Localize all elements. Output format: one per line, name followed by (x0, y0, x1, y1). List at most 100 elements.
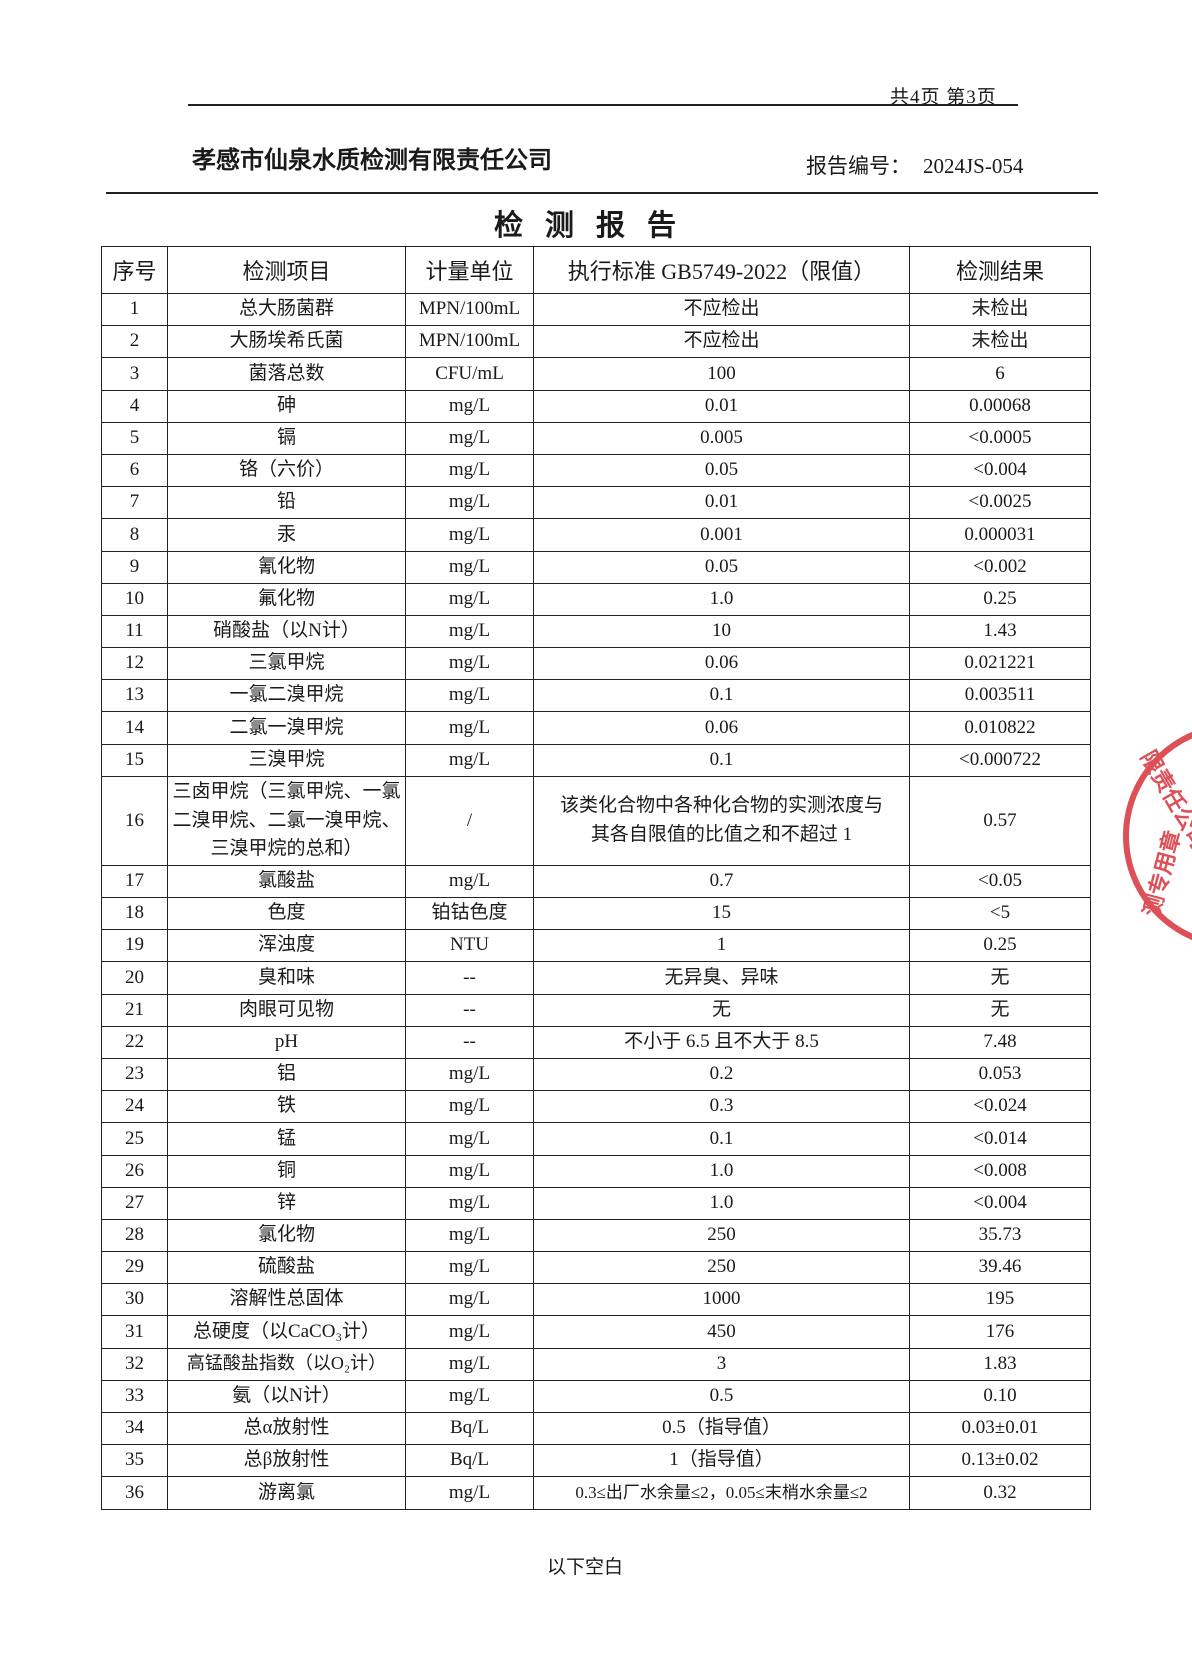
cell-item: 氯化物 (167, 1218, 406, 1253)
cell-unit: mg/L (405, 1315, 534, 1349)
cell-standard: 无异臭、异味 (533, 961, 910, 995)
cell-standard: 450 (533, 1315, 910, 1349)
cell-item: 臭和味 (167, 961, 406, 995)
cell-seq: 14 (101, 711, 168, 745)
table-row: 27 锌 mg/L 1.0 <0.004 (101, 1186, 1091, 1220)
cell-item: 一氯二溴甲烷 (167, 679, 406, 713)
page-title: 检测报告 (493, 208, 698, 242)
cell-standard: 0.5（指导值） (533, 1411, 910, 1446)
cell-unit: mg/L (405, 1476, 534, 1510)
cell-unit: Bq/L (405, 1444, 534, 1478)
table-row: 3 菌落总数 CFU/mL 100 6 (101, 357, 1091, 391)
cell-item: 铝 (167, 1057, 406, 1092)
table-row: 2 大肠埃希氏菌 MPN/100mL 不应检出 未检出 (101, 325, 1091, 359)
cell-seq: 23 (101, 1057, 168, 1092)
cell-standard: 100 (533, 357, 910, 391)
page-indicator: 共4页 第3页 (890, 87, 997, 108)
cell-result: 0.053 (909, 1057, 1091, 1092)
cell-unit: mg/L (405, 1347, 534, 1381)
cell-result: 1.43 (909, 614, 1091, 649)
cell-standard: 不小于 6.5 且不大于 8.5 (533, 1025, 910, 1059)
cell-seq: 18 (101, 896, 168, 931)
cell-seq: 24 (101, 1090, 168, 1124)
cell-standard: 0.5 (533, 1379, 910, 1414)
table-row: 17 氯酸盐 mg/L 0.7 <0.05 (101, 864, 1091, 899)
cell-item: 镉 (167, 421, 406, 455)
cell-unit: mg/L (405, 614, 534, 649)
cell-unit: MPN/100mL (405, 325, 534, 359)
table-row: 10 氟化物 mg/L 1.0 0.25 (101, 582, 1091, 616)
col-standard: 执行标准 GB5749-2022（限值） (533, 246, 910, 294)
cell-seq: 25 (101, 1122, 168, 1156)
cell-standard: 250 (533, 1218, 910, 1253)
cell-result: <5 (909, 896, 1091, 931)
cell-result: 0.003511 (909, 679, 1091, 713)
cell-seq: 30 (101, 1283, 168, 1317)
table-header-row: 序号 检测项目 计量单位 执行标准 GB5749-2022（限值） 检测结果 (101, 246, 1091, 294)
cell-item: 硝酸盐（以N计） (167, 614, 406, 649)
cell-unit: mg/L (405, 518, 534, 552)
cell-item: 铜 (167, 1154, 406, 1188)
table-row: 33 氨（以N计） mg/L 0.5 0.10 (101, 1379, 1091, 1414)
cell-item: 铬（六价） (167, 453, 406, 488)
seal-text-bottom: 测专用章 (1139, 828, 1187, 920)
table-row: 1 总大肠菌群 MPN/100mL 不应检出 未检出 (101, 292, 1091, 327)
cell-unit: NTU (405, 929, 534, 963)
table-row: 18 色度 铂钴色度 15 <5 (101, 896, 1091, 931)
cell-standard: 不应检出 (533, 325, 910, 359)
cell-item: 汞 (167, 518, 406, 552)
cell-seq: 27 (101, 1186, 168, 1220)
cell-seq: 6 (101, 453, 168, 488)
cell-result: 39.46 (909, 1251, 1091, 1285)
cell-item: 总β放射性 (167, 1444, 406, 1478)
cell-seq: 16 (101, 775, 168, 866)
table-row: 34 总α放射性 Bq/L 0.5（指导值） 0.03±0.01 (101, 1411, 1091, 1446)
cell-seq: 28 (101, 1218, 168, 1253)
cell-result: 0.32 (909, 1476, 1091, 1510)
cell-item: 高锰酸盐指数（以O₂计） (167, 1347, 406, 1381)
table-row: 13 一氯二溴甲烷 mg/L 0.1 0.003511 (101, 679, 1091, 713)
cell-seq: 15 (101, 743, 168, 777)
table-row: 8 汞 mg/L 0.001 0.000031 (101, 518, 1091, 552)
table-row: 12 三氯甲烷 mg/L 0.06 0.021221 (101, 647, 1091, 681)
cell-unit: mg/L (405, 453, 534, 488)
seal-ring (1123, 731, 1192, 941)
cell-result: <0.0025 (909, 486, 1091, 520)
cell-seq: 5 (101, 421, 168, 455)
table-row: 21 肉眼可见物 -- 无无 (101, 993, 1091, 1027)
table-row: 25 锰 mg/L 0.1 <0.014 (101, 1122, 1091, 1156)
cell-seq: 31 (101, 1315, 168, 1349)
cell-unit: mg/L (405, 647, 534, 681)
cell-item: 氨（以N计） (167, 1379, 406, 1414)
cell-standard: 0.001 (533, 518, 910, 552)
cell-seq: 29 (101, 1251, 168, 1285)
cell-result: <0.024 (909, 1090, 1091, 1124)
cell-result: <0.004 (909, 1186, 1091, 1220)
cell-unit: mg/L (405, 421, 534, 455)
cell-standard: 0.2 (533, 1057, 910, 1092)
cell-unit: mg/L (405, 1057, 534, 1092)
report-number: 报告编号： 2024JS-054 (806, 150, 1023, 180)
cell-result: 0.25 (909, 582, 1091, 616)
cell-result: 0.000031 (909, 518, 1091, 552)
cell-standard: 0.005 (533, 421, 910, 455)
cell-item: 大肠埃希氏菌 (167, 325, 406, 359)
cell-result: 0.10 (909, 1379, 1091, 1414)
cell-unit: CFU/mL (405, 357, 534, 391)
cell-unit: mg/L (405, 1379, 534, 1414)
cell-result: 7.48 (909, 1025, 1091, 1059)
cell-seq: 2 (101, 325, 168, 359)
table-row: 4 砷 mg/L 0.01 0.00068 (101, 389, 1091, 423)
cell-unit: mg/L (405, 711, 534, 745)
report-number-label: 报告编号： (806, 154, 911, 178)
cell-item: 色度 (167, 896, 406, 931)
cell-standard: 0.3≤出厂水余量≤2，0.05≤末梢水余量≤2 (533, 1476, 910, 1510)
cell-unit: mg/L (405, 864, 534, 899)
cell-unit: mg/L (405, 486, 534, 520)
cell-standard: 0.01 (533, 389, 910, 423)
company-seal: 限责任公司 测专用章 (1123, 731, 1192, 941)
results-table: 序号 检测项目 计量单位 执行标准 GB5749-2022（限值） 检测结果 1… (101, 246, 1091, 1510)
cell-item: 菌落总数 (167, 357, 406, 391)
cell-seq: 32 (101, 1347, 168, 1381)
cell-seq: 8 (101, 518, 168, 552)
